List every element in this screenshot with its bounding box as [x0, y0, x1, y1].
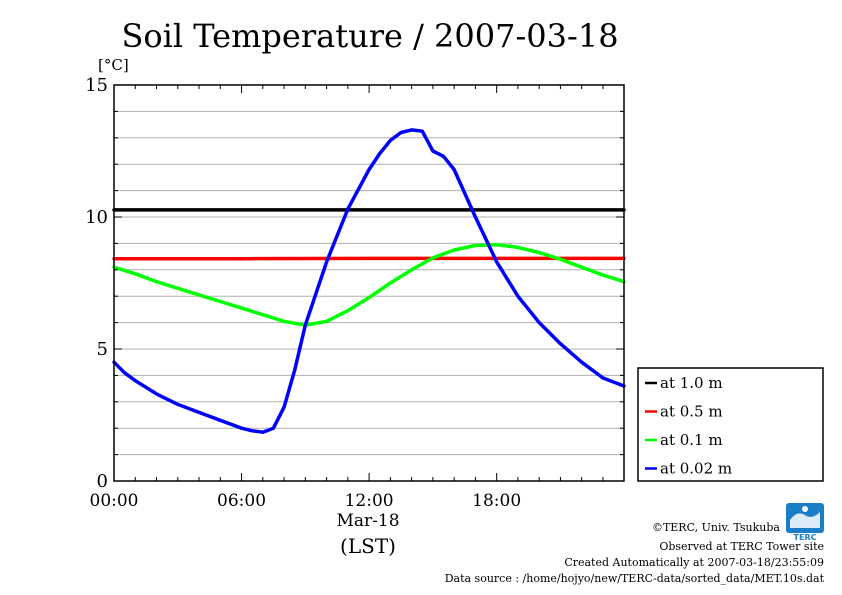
legend-label-at-0-1-m: at 0.1 m: [660, 431, 723, 449]
wave-icon: [790, 512, 820, 528]
observed-text: Observed at TERC Tower site: [659, 540, 824, 553]
x-axis-label: (LST): [340, 534, 396, 558]
legend: at 1.0 m at 0.5 m at 0.1 m at 0.02 m: [637, 367, 824, 482]
y-tick-label: 0: [97, 471, 108, 492]
x-tick-label: 18:00: [472, 491, 521, 511]
y-tick-label: 5: [97, 339, 108, 360]
chart-title: Soil Temperature / 2007-03-18: [121, 17, 618, 55]
x-tick-label: 00:00: [90, 491, 139, 511]
terc-logo-text: TERC: [794, 533, 817, 542]
plot-frame: [113, 84, 625, 482]
legend-box: [637, 367, 824, 482]
series-line-at-0-02-m: [112, 128, 626, 434]
x-tick-label: 12:00: [345, 491, 394, 511]
axis-ticks: 0 5 10 15 00:00 06:00 12:00 18:00: [85, 75, 624, 511]
source-text: Data source : /home/hojyo/new/TERC-data/…: [445, 572, 825, 585]
x-tick-label: 06:00: [217, 491, 266, 511]
drop-icon: [802, 506, 808, 512]
date-label: Mar-18: [336, 511, 399, 531]
legend-label-at-0-02-m: at 0.02 m: [660, 460, 732, 478]
grid-lines: [114, 110, 624, 456]
legend-label-at-1-0-m: at 1.0 m: [660, 374, 723, 392]
terc-logo: TERC: [786, 503, 824, 542]
series-lines: [112, 128, 626, 434]
legend-label-at-0-5-m: at 0.5 m: [660, 403, 723, 421]
y-axis-label: [°C]: [98, 56, 129, 74]
created-text: Created Automatically at 2007-03-18/23:5…: [564, 556, 824, 569]
y-tick-label: 15: [85, 75, 108, 96]
series-line-at-0-1-m: [112, 242, 626, 327]
copyright-text: ©TERC, Univ. Tsukuba: [652, 521, 780, 534]
y-tick-label: 10: [85, 207, 108, 228]
